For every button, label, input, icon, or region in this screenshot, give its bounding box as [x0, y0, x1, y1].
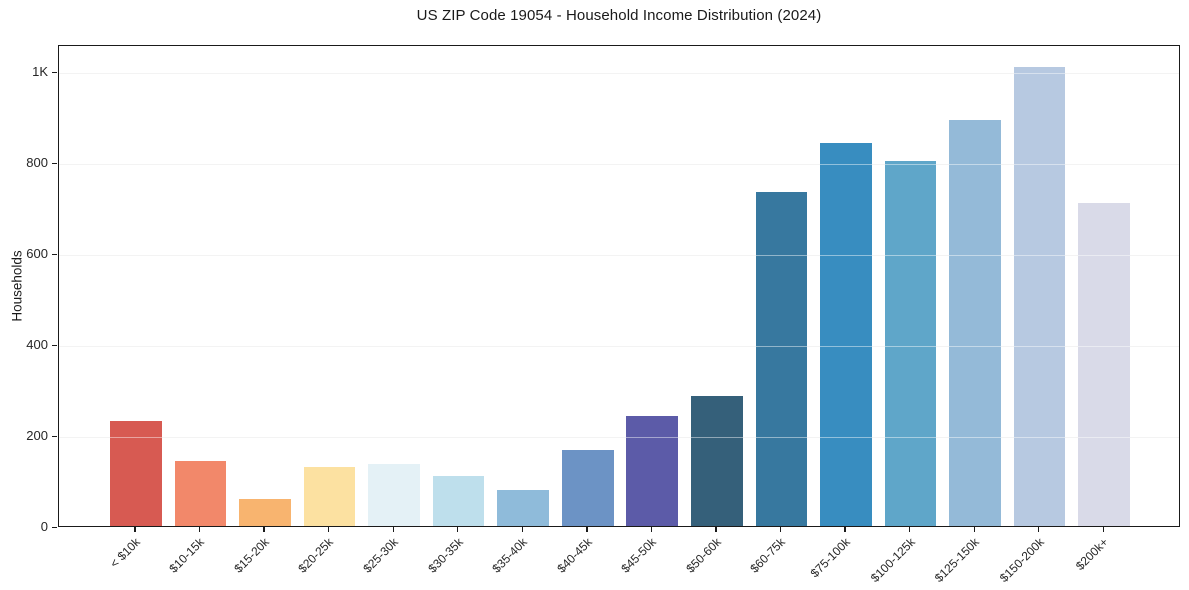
x-tick-label-$45-50k: $45-50k — [618, 535, 660, 576]
gridline-overlay-600 — [59, 254, 1179, 256]
bar-$40-45k — [561, 449, 614, 526]
x-tick-mark — [586, 527, 588, 532]
gridline-overlay-400 — [59, 345, 1179, 347]
x-tick-mark — [779, 527, 782, 532]
bar-$30-35k — [432, 475, 485, 526]
bar-$150-200k — [1013, 66, 1066, 526]
x-tick-mark — [650, 527, 653, 532]
x-tick-mark — [973, 527, 975, 532]
x-tick-mark — [263, 527, 265, 532]
y-tick-label-600: 600 — [26, 246, 48, 262]
y-tick-label-400: 400 — [26, 337, 48, 353]
bar-$35-40k — [497, 490, 549, 526]
chart-title: US ZIP Code 19054 - Household Income Dis… — [416, 7, 822, 24]
x-tick-mark — [198, 527, 201, 532]
x-tick-label-$200k+: $200k+ — [1073, 535, 1112, 573]
bar-$45-50k — [626, 415, 679, 526]
x-tick-label-$10-15k: $10-15k — [166, 535, 208, 576]
gridline-800 — [59, 163, 1179, 165]
x-tick-label-$35-40k: $35-40k — [489, 535, 531, 576]
y-tick-mark — [52, 526, 57, 528]
x-tick-mark — [715, 527, 717, 532]
x-tick-label-$20-25k: $20-25k — [295, 535, 337, 576]
gridline-overlay-200 — [59, 436, 1179, 438]
bar-$25-30k — [368, 463, 420, 526]
x-tick-label-$100-125k: $100-125k — [867, 535, 918, 586]
gridline-200 — [59, 436, 1179, 438]
bar-$100-125k — [884, 160, 937, 526]
gridline-400 — [59, 345, 1179, 347]
gridline-600 — [59, 254, 1179, 256]
bar-$20-25k — [303, 466, 356, 526]
x-tick-label-$150-200k: $150-200k — [996, 535, 1047, 586]
x-tick-mark — [909, 527, 911, 532]
x-tick-label-$125-150k: $125-150k — [931, 535, 982, 586]
y-tick-label-200: 200 — [26, 428, 48, 444]
y-tick-mark — [52, 435, 57, 437]
y-tick-label-1K: 1K — [32, 64, 48, 80]
x-tick-label-$25-30k: $25-30k — [360, 535, 401, 576]
bar-$60-75k — [755, 191, 808, 526]
bar-$125-150k — [949, 119, 1001, 526]
gridline-overlay-800 — [59, 163, 1179, 165]
x-tick-mark — [1038, 527, 1040, 532]
x-tick-label-$50-60k: $50-60k — [683, 535, 724, 576]
y-tick-label-800: 800 — [26, 155, 48, 171]
x-tick-label-< $10k: < $10k — [107, 535, 143, 571]
x-tick-mark — [521, 527, 523, 532]
y-tick-mark — [52, 71, 57, 74]
x-tick-mark — [1102, 527, 1104, 532]
x-tick-mark — [844, 527, 846, 532]
bar-$15-20k — [239, 498, 291, 526]
x-tick-mark — [457, 527, 459, 532]
x-tick-label-$40-45k: $40-45k — [554, 535, 595, 576]
bar-$10-15k — [174, 460, 227, 526]
gridline-overlay-1K — [59, 72, 1179, 74]
y-tick-mark — [52, 162, 57, 165]
gridline-1K — [59, 72, 1179, 74]
bar-$75-100k — [820, 143, 872, 526]
x-tick-label-$60-75k: $60-75k — [747, 535, 789, 576]
bar-$200k+ — [1078, 203, 1130, 526]
y-tick-mark — [52, 253, 57, 255]
y-tick-mark — [52, 344, 57, 346]
y-tick-label-0: 0 — [40, 519, 48, 534]
x-tick-mark — [134, 527, 136, 532]
x-tick-mark — [327, 527, 330, 532]
bar-$50-60k — [691, 395, 743, 526]
plot-area — [58, 45, 1180, 527]
x-tick-label-$75-100k: $75-100k — [807, 535, 853, 581]
bar-< $10k — [110, 421, 162, 526]
x-tick-label-$15-20k: $15-20k — [231, 535, 272, 576]
x-tick-label-$30-35k: $30-35k — [424, 535, 466, 576]
x-tick-mark — [392, 527, 394, 532]
